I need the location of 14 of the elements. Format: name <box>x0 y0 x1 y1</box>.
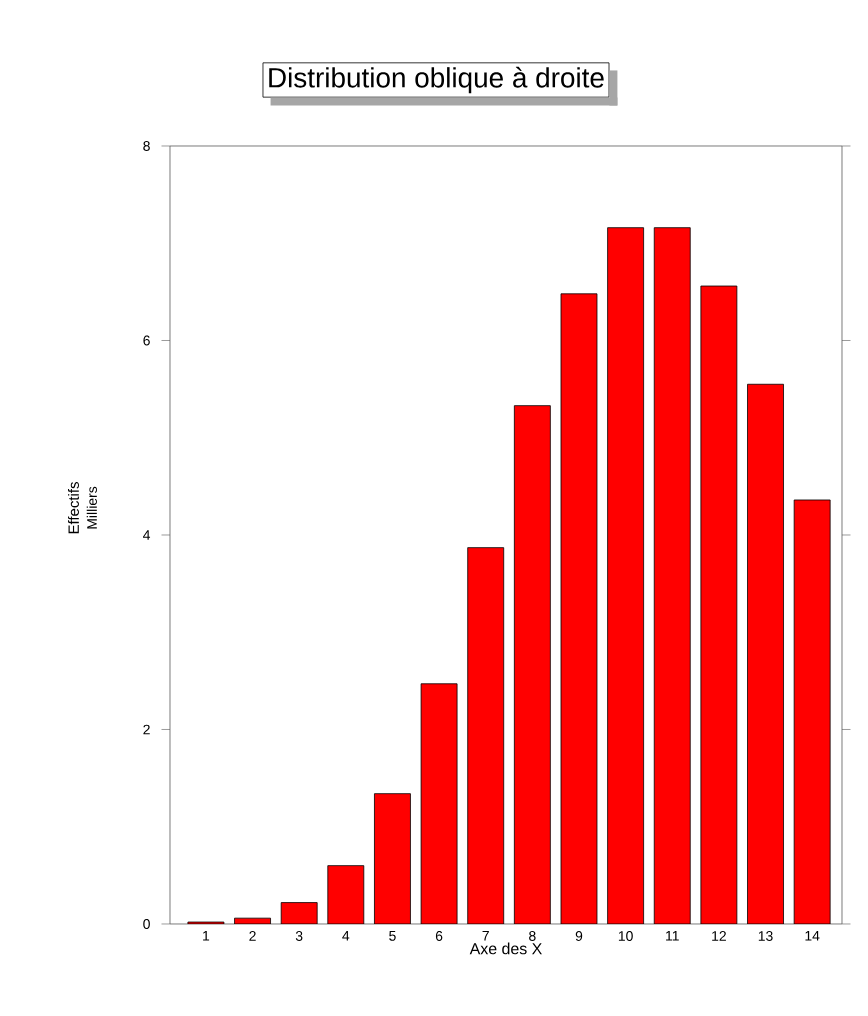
bar <box>374 793 411 924</box>
bar <box>747 383 784 924</box>
chart-title: Distribution oblique à droite <box>269 66 604 94</box>
bar <box>653 227 691 924</box>
bar <box>234 917 271 924</box>
bar <box>607 227 645 924</box>
bar <box>700 285 738 924</box>
bar <box>793 499 831 924</box>
bar <box>280 902 318 924</box>
bar <box>513 405 551 924</box>
bar <box>467 547 505 924</box>
bar <box>420 683 458 924</box>
bar <box>560 293 598 924</box>
bar <box>327 865 365 924</box>
